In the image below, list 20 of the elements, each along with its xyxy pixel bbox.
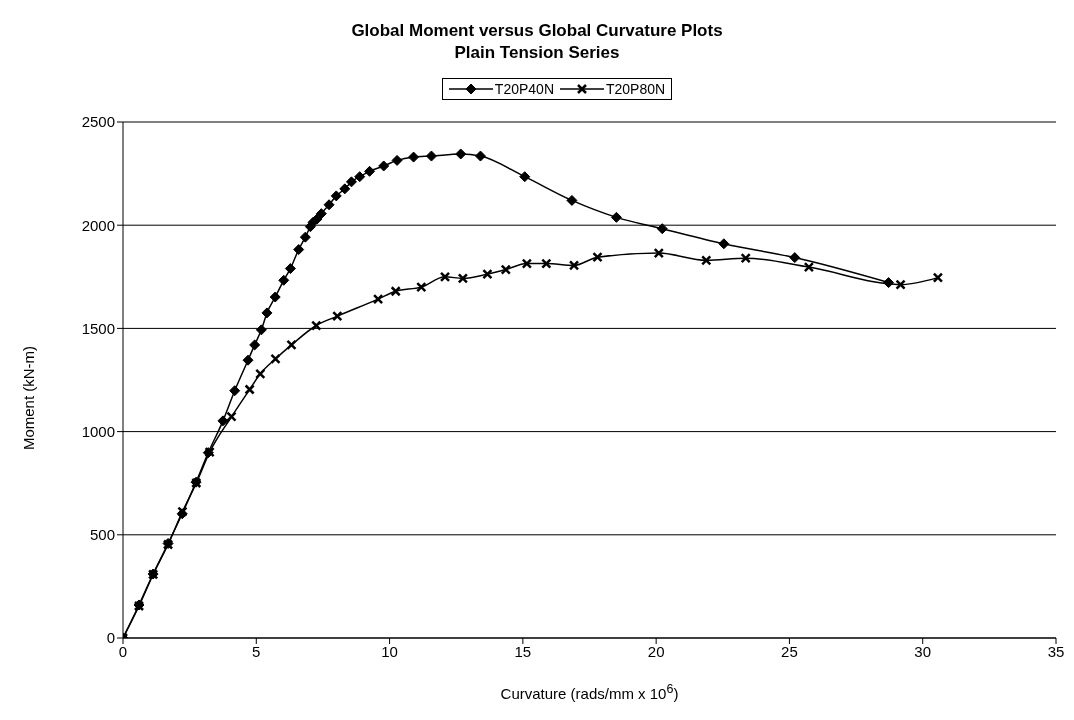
y-tick-label: 2000	[81, 216, 115, 234]
legend-label: T20P80N	[606, 81, 666, 97]
x-tick-label: 10	[381, 642, 398, 660]
y-tick-label: 2500	[81, 113, 115, 131]
x-tick-label: 0	[118, 642, 128, 660]
x-axis-title: Curvature (rads/mm x 10$^{6}$)	[499, 682, 680, 702]
x-tick-label: 30	[914, 642, 932, 660]
x-tick-label: 35	[1047, 642, 1065, 660]
x-tick-label: 20	[647, 642, 665, 660]
x-tick-label: 25	[781, 642, 798, 660]
y-tick-label: 500	[89, 526, 115, 544]
y-tick-label: 0	[106, 629, 115, 647]
y-tick-label: 1000	[81, 422, 115, 440]
chart-subtitle: Plain Tension Series	[453, 42, 621, 64]
y-axis-title: Moment (kN-m)	[19, 345, 37, 451]
x-tick-label: 5	[252, 642, 261, 660]
x-tick-label: 15	[514, 642, 532, 660]
y-tick-label: 1500	[81, 319, 115, 337]
legend-label: T20P40N	[494, 81, 554, 97]
chart-title: Global Moment versus Global Curvature Plots	[350, 20, 724, 42]
